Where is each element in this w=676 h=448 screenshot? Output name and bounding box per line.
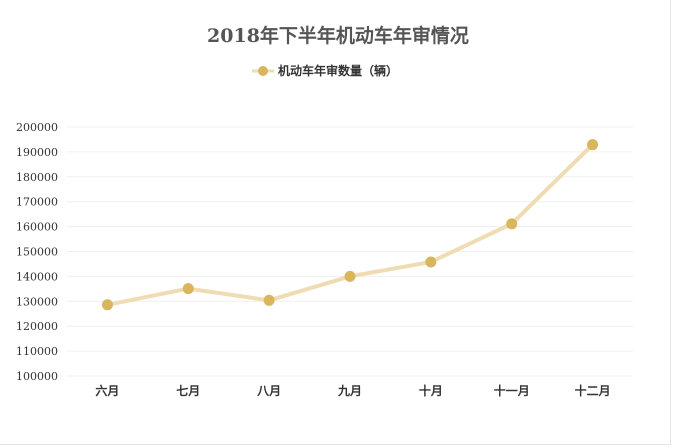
data-point [506, 218, 518, 230]
data-point [587, 139, 599, 151]
y-tick-label: 120000 [16, 320, 58, 333]
chart-title: 2018年下半年机动车年审情况 [207, 24, 469, 47]
y-axis: 100000 110000 120000 130000 140000 150000 1600… [16, 121, 58, 383]
y-tick-label: 180000 [16, 171, 58, 184]
y-tick-label: 100000 [16, 370, 58, 383]
y-tick-label: 110000 [16, 345, 58, 358]
y-tick-label: 170000 [16, 196, 58, 209]
y-tick-label: 190000 [16, 146, 58, 159]
x-tick-label: 十二月 [575, 383, 611, 398]
x-axis: 六月 七月 八月 九月 十月 十一月 十二月 [95, 383, 610, 398]
legend-marker [258, 66, 268, 76]
legend-label: 机动车年审数量（辆） [278, 63, 398, 78]
x-tick-label: 六月 [95, 383, 119, 398]
data-point [425, 256, 437, 268]
x-tick-label: 九月 [337, 383, 362, 398]
data-point [344, 270, 356, 282]
series [101, 139, 599, 311]
data-point [263, 294, 275, 306]
y-tick-label: 130000 [16, 295, 58, 308]
grid [67, 126, 633, 377]
data-point [182, 283, 194, 295]
x-tick-label: 十一月 [494, 383, 530, 398]
x-tick-label: 十月 [419, 383, 443, 398]
y-tick-label: 200000 [16, 121, 58, 134]
data-point [101, 299, 113, 311]
x-tick-label: 八月 [256, 384, 281, 398]
x-tick-label: 七月 [176, 384, 200, 398]
y-tick-label: 150000 [16, 246, 58, 259]
legend[interactable]: 机动车年审数量（辆） [252, 63, 398, 78]
y-tick-label: 140000 [16, 270, 58, 283]
y-tick-label: 160000 [16, 221, 58, 234]
